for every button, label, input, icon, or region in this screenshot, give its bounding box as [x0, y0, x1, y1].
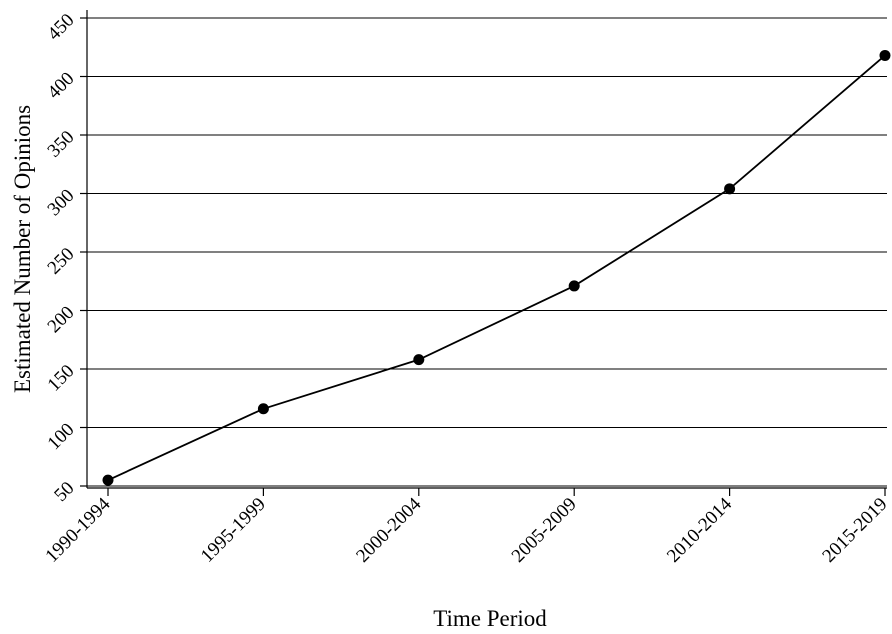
- data-point-2000-2004: [413, 354, 425, 366]
- y-tick-label-150: 150: [44, 361, 79, 396]
- x-tick-label-1995-1999: 1995-1999: [197, 494, 270, 567]
- x-axis-ticks: 1990-1994 1995-1999 2000-2004 2005-2009 2010…: [41, 488, 892, 567]
- series-line-0: [107, 54, 886, 481]
- x-axis-title: Time Period: [433, 606, 547, 631]
- x-tick-label-2015-2019: 2015-2019: [818, 494, 891, 567]
- data-point-2010-2014: [724, 183, 736, 195]
- y-tick-label-100: 100: [44, 419, 79, 454]
- y-tick-label-350: 350: [44, 127, 79, 162]
- x-tick-label-2005-2009: 2005-2009: [508, 494, 581, 567]
- gridlines: [87, 17, 887, 487]
- data-point-1995-1999: [257, 403, 269, 415]
- x-tick-label-2010-2014: 2010-2014: [663, 493, 736, 566]
- data-point-1990-1994: [102, 474, 114, 486]
- x-tick-label-1990-1994: 1990-1994: [41, 493, 114, 566]
- data-point-2015-2019: [879, 49, 891, 61]
- y-axis-title: Estimated Number of Opinions: [10, 105, 35, 393]
- y-tick-label-400: 400: [44, 68, 79, 103]
- y-tick-label-250: 250: [44, 244, 79, 279]
- y-tick-label-450: 450: [44, 10, 79, 45]
- y-tick-label-200: 200: [44, 302, 79, 337]
- y-tick-label-50: 50: [50, 478, 78, 506]
- y-axis-ticks: 50 100 150 200 250 300 350 400 450: [44, 10, 87, 506]
- series: [102, 49, 891, 486]
- x-tick-label-2000-2004: 2000-2004: [352, 493, 425, 566]
- y-tick-label-300: 300: [44, 185, 79, 220]
- data-point-2005-2009: [568, 280, 580, 292]
- axes: [86, 10, 887, 489]
